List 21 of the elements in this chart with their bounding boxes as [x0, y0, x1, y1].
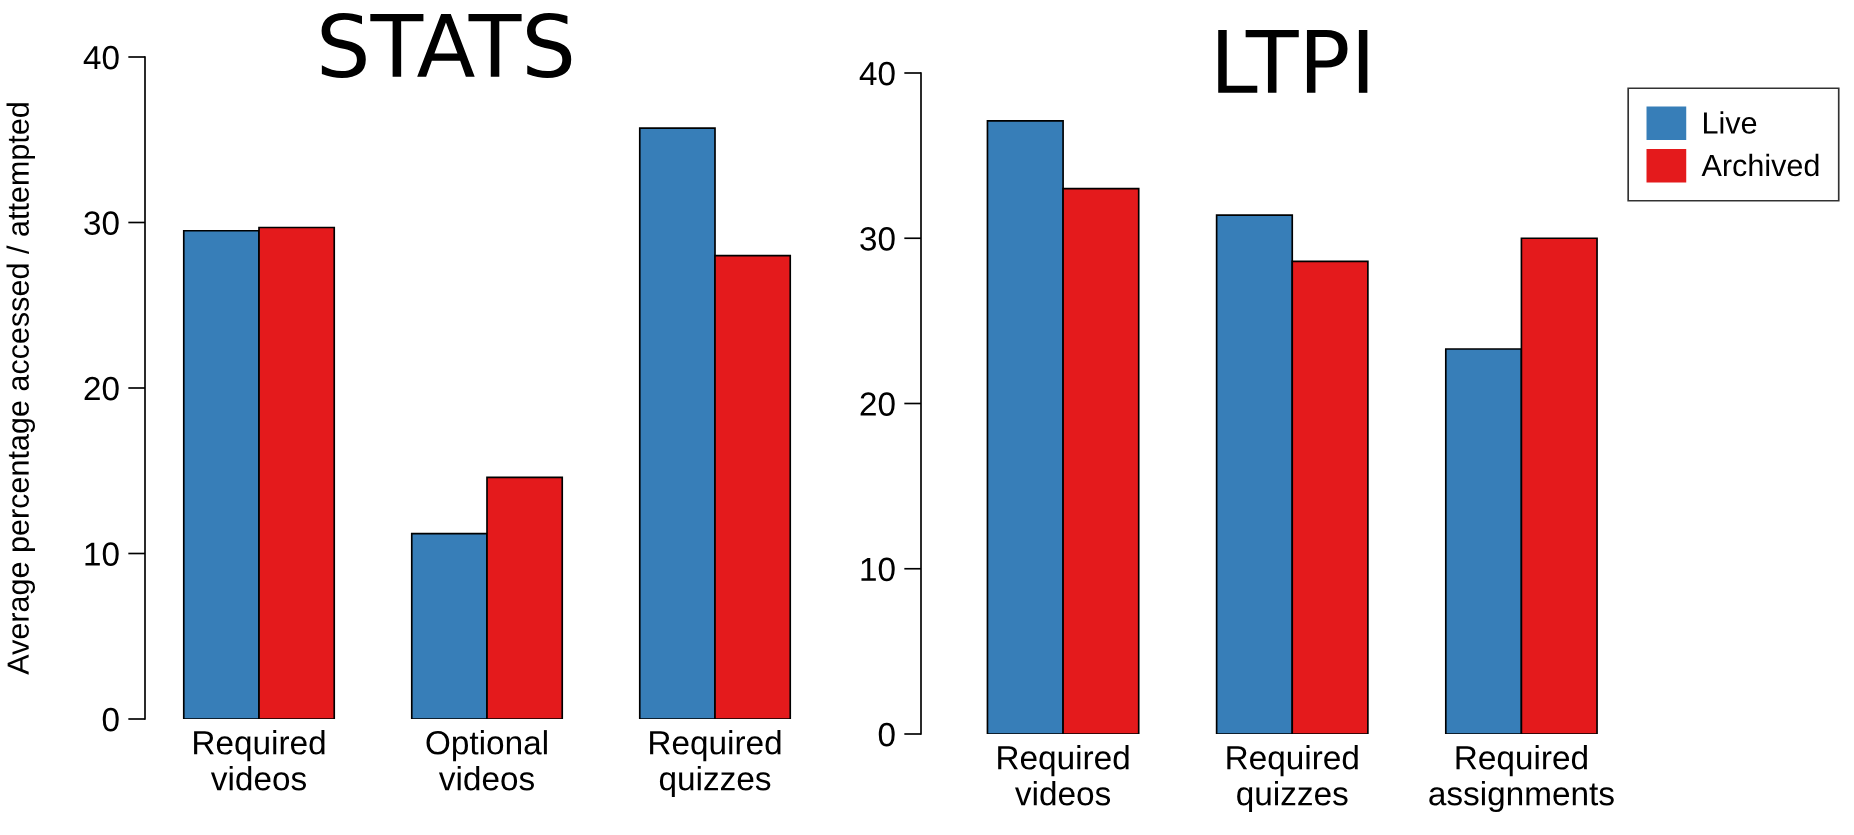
y-tick-label: 20	[860, 392, 895, 416]
y-tick-label: 30	[860, 227, 895, 251]
y-tick-label: 0	[102, 707, 119, 732]
legend-label: Live	[1704, 111, 1757, 134]
x-tick-label: Required assignments	[1429, 745, 1614, 813]
y-tick-label: 0	[878, 722, 895, 747]
x-tick-label: Required videos	[194, 730, 325, 791]
chart-title: LTPI	[1218, 30, 1368, 93]
y-axis-title: Average percentage accessed / attempted	[6, 103, 35, 675]
x-tick-label: Required quizzes	[650, 730, 781, 798]
y-tick-label: 40	[859, 61, 895, 86]
y-tick-label: 10	[861, 557, 895, 582]
legend-label: Archived	[1701, 153, 1819, 177]
y-tick-label: 20	[84, 376, 119, 401]
x-tick-label: Optional videos	[426, 730, 547, 791]
chart-title: STATS	[321, 12, 572, 79]
y-tick-label: 10	[85, 542, 119, 566]
x-tick-label: Required videos	[998, 745, 1129, 806]
x-tick-label: Required quizzes	[1227, 745, 1358, 813]
y-tick-label: 40	[83, 45, 119, 70]
y-tick-label: 30	[84, 211, 119, 235]
